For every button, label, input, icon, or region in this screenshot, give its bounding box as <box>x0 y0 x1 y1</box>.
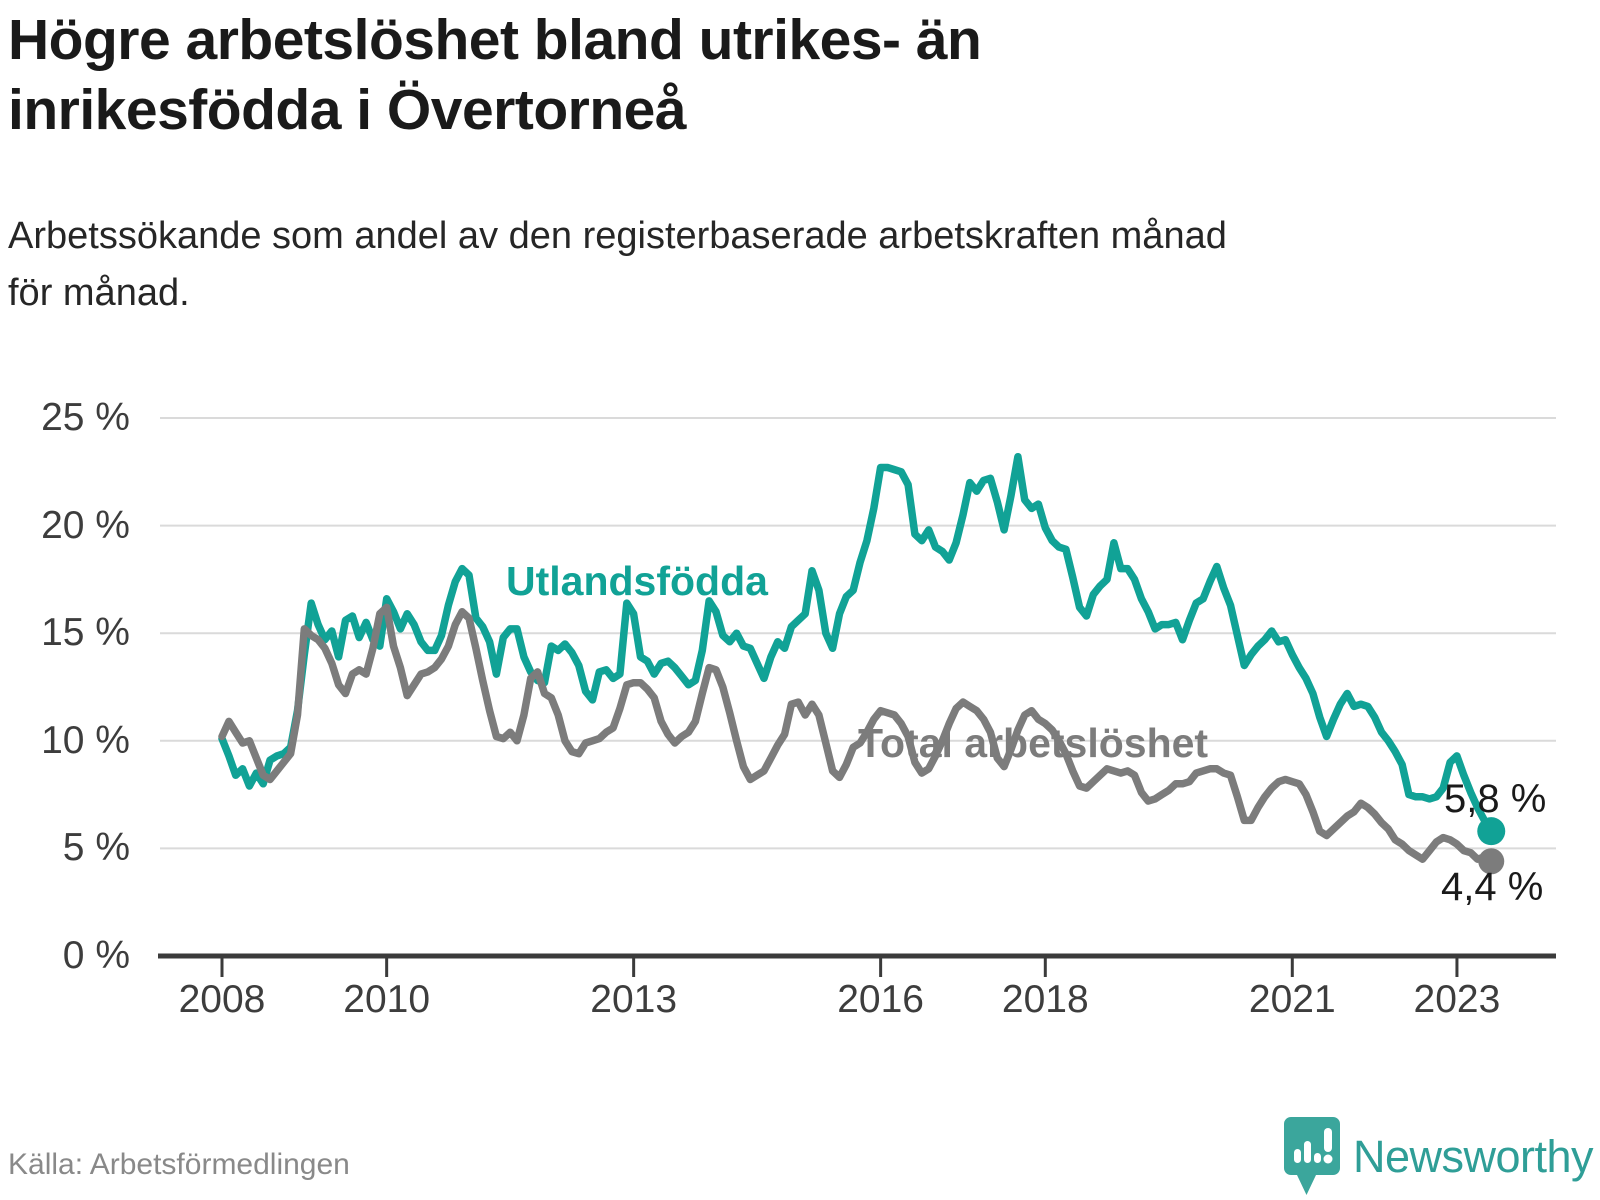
y-tick-label: 25 % <box>41 396 130 439</box>
page-title: Högre arbetslöshet bland utrikes- än inr… <box>8 8 982 142</box>
y-tick-label: 10 % <box>41 718 130 762</box>
series-end-dot-total <box>1478 848 1505 875</box>
x-tick-label: 2021 <box>1248 978 1336 1021</box>
newsworthy-logo-icon <box>1284 1117 1340 1195</box>
newsworthy-logo-text: Newsworthy <box>1353 1131 1594 1182</box>
x-tick-label: 2008 <box>178 978 266 1021</box>
x-tick-label: 2018 <box>1001 978 1089 1021</box>
series-line-total <box>218 603 1496 866</box>
y-tick-label: 15 % <box>41 611 130 655</box>
source-note: Källa: Arbetsförmedlingen <box>8 1148 350 1181</box>
x-tick-label: 2016 <box>837 978 924 1021</box>
x-tick-label: 2023 <box>1413 978 1501 1021</box>
newsworthy-logo: Newsworthy <box>1283 1116 1594 1198</box>
series-end-dot-utlandsfodda <box>1477 817 1506 846</box>
page-subtitle: Arbetssökande som andel av den registerb… <box>8 215 1227 314</box>
x-tick-label: 2013 <box>590 978 678 1021</box>
end-value-label-total: 4,4 % <box>1441 865 1544 909</box>
x-tick-label: 2010 <box>343 978 431 1021</box>
y-tick-label: 5 % <box>62 826 130 870</box>
y-tick-label: 0 % <box>62 934 130 977</box>
series-line-utlandsfodda <box>218 452 1496 835</box>
series-label-total-arbetsloshet: Total arbetslöshet <box>858 720 1209 766</box>
end-value-label-utlandsfodda: 5,8 % <box>1444 777 1547 821</box>
series-label-utlandsfodda: Utlandsfödda <box>506 558 768 604</box>
y-tick-label: 20 % <box>41 503 130 547</box>
